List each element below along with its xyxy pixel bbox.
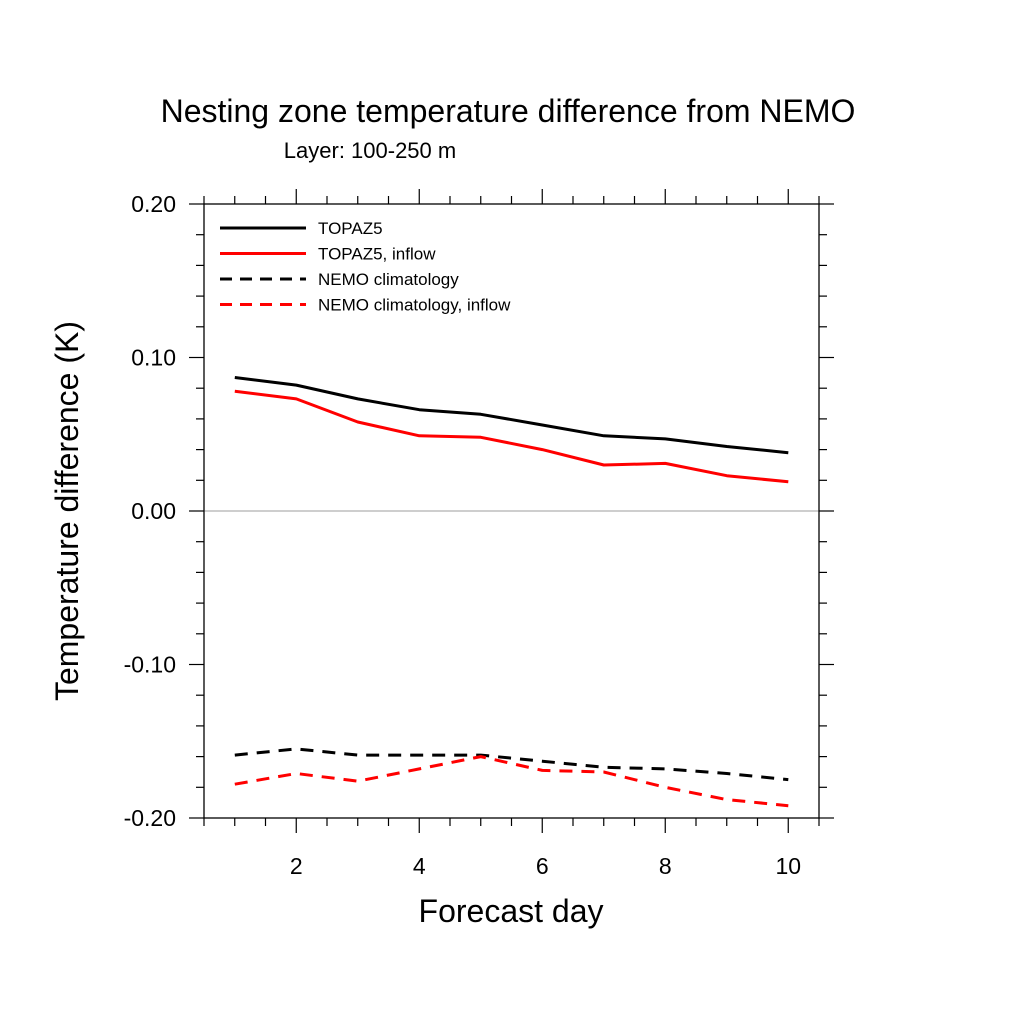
y-tick-label: -0.20 — [124, 805, 176, 831]
legend-label: TOPAZ5 — [318, 219, 383, 238]
chart-subtitle: Layer: 100-250 m — [284, 138, 456, 163]
legend-label: TOPAZ5, inflow — [318, 245, 436, 264]
x-tick-label: 2 — [290, 853, 303, 879]
legend-item: NEMO climatology, inflow — [220, 296, 511, 315]
x-tick-label: 10 — [775, 853, 801, 879]
series-line-topaz5-inflow — [234, 389, 789, 484]
series-line-nemo-climatology — [234, 747, 789, 782]
y-tick-label: 0.10 — [131, 345, 176, 371]
y-tick-label: -0.10 — [124, 652, 176, 678]
x-tick-label: 4 — [413, 853, 426, 879]
x-tick-label: 6 — [536, 853, 549, 879]
plot-frame — [203, 203, 820, 819]
axis-tick-labels: 2 4 6 8 10 0.20 0.10 0.00 -0.10 -0.20 — [124, 191, 801, 879]
y-axis-label: Temperature difference (K) — [49, 321, 85, 701]
legend-item: NEMO climatology — [220, 270, 459, 289]
x-axis-label: Forecast day — [419, 893, 604, 929]
legend-label: NEMO climatology, inflow — [318, 296, 511, 315]
y-tick-label: 0.00 — [131, 498, 176, 524]
legend-item: TOPAZ5 — [220, 219, 383, 238]
legend-label: NEMO climatology — [318, 270, 459, 289]
axis-ticks — [189, 189, 834, 833]
legend-item: TOPAZ5, inflow — [220, 245, 436, 264]
chart-title: Nesting zone temperature difference from… — [161, 93, 856, 129]
y-tick-label: 0.20 — [131, 191, 176, 217]
x-tick-label: 8 — [659, 853, 672, 879]
series-line-topaz5 — [234, 376, 789, 455]
legend: TOPAZ5 TOPAZ5, inflow NEMO climatology NEMO… — [220, 219, 511, 315]
series-lines — [234, 376, 789, 808]
series-line-nemo-climatology-inflow — [234, 755, 789, 808]
